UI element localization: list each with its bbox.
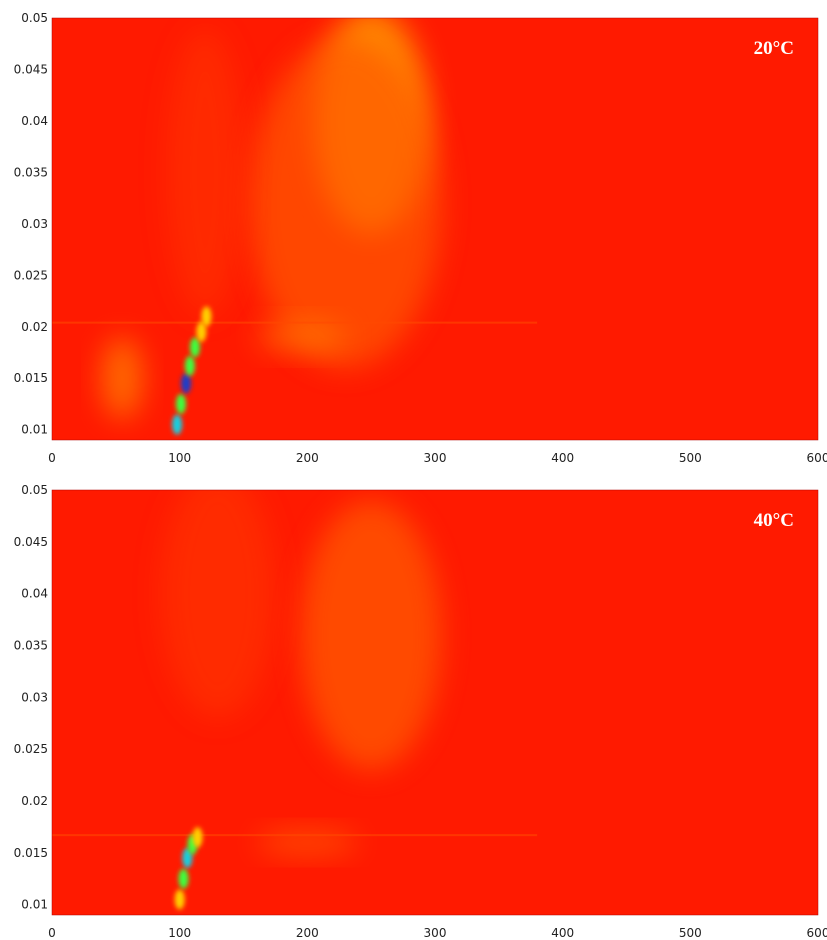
y-tick-label: 0.015 bbox=[14, 371, 48, 385]
y-tick-label: 0.01 bbox=[21, 423, 48, 437]
y-tick-label: 0.03 bbox=[21, 217, 48, 231]
streak-point-2 bbox=[181, 373, 192, 394]
y-tick-label: 0.05 bbox=[21, 11, 48, 25]
x-tick-label: 500 bbox=[679, 451, 702, 465]
streak-point-1 bbox=[175, 393, 186, 414]
heat-blob-3 bbox=[256, 321, 346, 353]
x-tick-label: 400 bbox=[551, 451, 574, 465]
heat-blob-1 bbox=[249, 38, 442, 368]
x-tick-label: 600 bbox=[807, 926, 827, 940]
y-tick-label: 0.025 bbox=[14, 268, 48, 282]
y-tick-label: 0.04 bbox=[21, 587, 48, 601]
plot-area bbox=[52, 490, 818, 915]
y-tick-label: 0.045 bbox=[14, 535, 48, 549]
plot-frame bbox=[51, 489, 819, 916]
streak-point-4 bbox=[192, 827, 203, 848]
x-tick-label: 300 bbox=[424, 451, 447, 465]
heatmap-panel-20c: 0 100 200 300 400 500 600 0.01 0.015 0.02 0.025 0.0… bbox=[14, 11, 827, 465]
streak-point-6 bbox=[201, 306, 212, 327]
plot-frame bbox=[51, 17, 819, 441]
y-tick-label: 0.025 bbox=[14, 742, 48, 756]
y-tick-label: 0.05 bbox=[21, 483, 48, 497]
streak-point-3 bbox=[184, 355, 195, 376]
x-tick-label: 300 bbox=[424, 926, 447, 940]
x-tick-label: 200 bbox=[296, 451, 319, 465]
y-tick-label: 0.035 bbox=[14, 638, 48, 652]
temperature-label: 40°C bbox=[754, 510, 794, 531]
streak-point-0 bbox=[172, 414, 183, 435]
heatmap-panel-40c: 0 100 200 300 400 500 600 0.01 0.015 0.02 0.025 0.0… bbox=[14, 483, 827, 940]
heat-blob-1 bbox=[160, 490, 276, 719]
x-tick-label: 400 bbox=[551, 926, 574, 940]
y-tick-label: 0.035 bbox=[14, 165, 48, 179]
streak-point-5 bbox=[196, 321, 207, 342]
x-tick-label: 200 bbox=[296, 926, 319, 940]
streak-point-0 bbox=[174, 889, 185, 910]
heat-blob-2 bbox=[101, 337, 143, 420]
y-tick-label: 0.03 bbox=[21, 690, 48, 704]
x-tick-label: 600 bbox=[807, 451, 827, 465]
x-tick-label: 500 bbox=[679, 926, 702, 940]
x-tick-label: 0 bbox=[48, 926, 56, 940]
y-tick-label: 0.02 bbox=[21, 320, 48, 334]
plot-area bbox=[52, 18, 818, 440]
streak-point-4 bbox=[189, 337, 200, 358]
y-tick-label: 0.04 bbox=[21, 114, 48, 128]
y-tick-label: 0.02 bbox=[21, 794, 48, 808]
y-tick-label: 0.01 bbox=[21, 898, 48, 912]
y-tick-label: 0.045 bbox=[14, 62, 48, 76]
y-tick-label: 0.015 bbox=[14, 846, 48, 860]
temperature-label: 20°C bbox=[754, 38, 794, 59]
heat-blob-4 bbox=[166, 28, 244, 317]
heat-blob-2 bbox=[256, 830, 359, 855]
x-tick-label: 100 bbox=[168, 926, 191, 940]
streak-point-1 bbox=[178, 868, 189, 889]
heat-blob-0 bbox=[300, 500, 442, 770]
x-tick-label: 100 bbox=[168, 451, 191, 465]
band-seam bbox=[52, 834, 538, 837]
x-tick-label: 0 bbox=[48, 451, 56, 465]
band-seam bbox=[52, 321, 538, 324]
